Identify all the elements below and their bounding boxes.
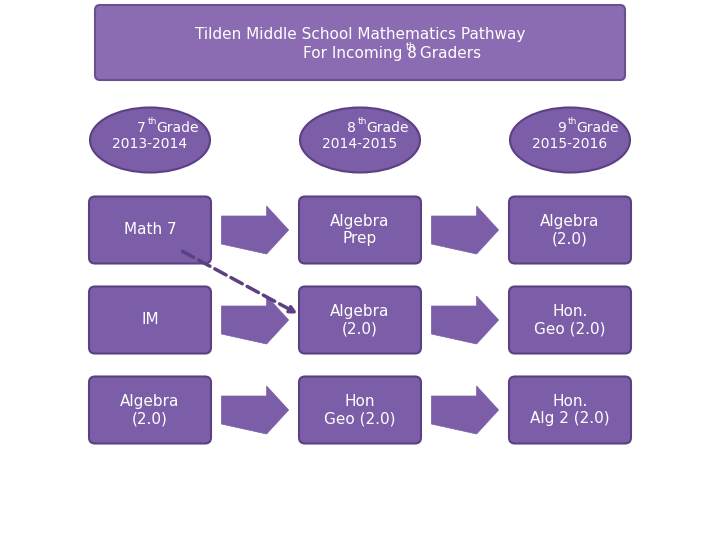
Polygon shape <box>222 206 289 254</box>
Text: Hon.
Alg 2 (2.0): Hon. Alg 2 (2.0) <box>530 394 610 426</box>
Text: Grade: Grade <box>366 121 408 135</box>
Text: 8: 8 <box>347 121 356 135</box>
Text: For Incoming 8: For Incoming 8 <box>303 46 417 61</box>
Polygon shape <box>222 296 289 344</box>
Text: Graders: Graders <box>415 46 481 61</box>
FancyBboxPatch shape <box>299 376 421 443</box>
Text: th: th <box>568 118 577 126</box>
FancyBboxPatch shape <box>509 287 631 354</box>
Ellipse shape <box>300 107 420 172</box>
Text: Algebra
(2.0): Algebra (2.0) <box>540 214 600 246</box>
Text: Algebra
(2.0): Algebra (2.0) <box>330 304 390 336</box>
Text: 2014-2015: 2014-2015 <box>323 137 397 151</box>
Polygon shape <box>431 296 498 344</box>
Text: th: th <box>358 118 367 126</box>
Polygon shape <box>222 386 289 434</box>
Text: IM: IM <box>141 313 159 327</box>
FancyBboxPatch shape <box>89 376 211 443</box>
FancyBboxPatch shape <box>509 376 631 443</box>
FancyBboxPatch shape <box>299 287 421 354</box>
Text: 2015-2016: 2015-2016 <box>532 137 608 151</box>
Text: 2013-2014: 2013-2014 <box>112 137 188 151</box>
Text: Hon
Geo (2.0): Hon Geo (2.0) <box>324 394 396 426</box>
Text: Grade: Grade <box>156 121 199 135</box>
Polygon shape <box>431 386 498 434</box>
Text: th: th <box>148 118 158 126</box>
Text: 9: 9 <box>557 121 566 135</box>
Text: Math 7: Math 7 <box>124 222 176 238</box>
Text: Algebra
(2.0): Algebra (2.0) <box>120 394 180 426</box>
Polygon shape <box>431 206 498 254</box>
FancyBboxPatch shape <box>95 5 625 80</box>
FancyBboxPatch shape <box>89 197 211 264</box>
FancyBboxPatch shape <box>299 197 421 264</box>
Ellipse shape <box>90 107 210 172</box>
Text: Hon.
Geo (2.0): Hon. Geo (2.0) <box>534 304 606 336</box>
Text: Tilden Middle School Mathematics Pathway: Tilden Middle School Mathematics Pathway <box>195 27 525 42</box>
Ellipse shape <box>510 107 630 172</box>
FancyBboxPatch shape <box>89 287 211 354</box>
Text: Algebra
Prep: Algebra Prep <box>330 214 390 246</box>
Text: Grade: Grade <box>576 121 618 135</box>
Text: th: th <box>406 43 416 52</box>
FancyBboxPatch shape <box>509 197 631 264</box>
Text: 7: 7 <box>138 121 146 135</box>
